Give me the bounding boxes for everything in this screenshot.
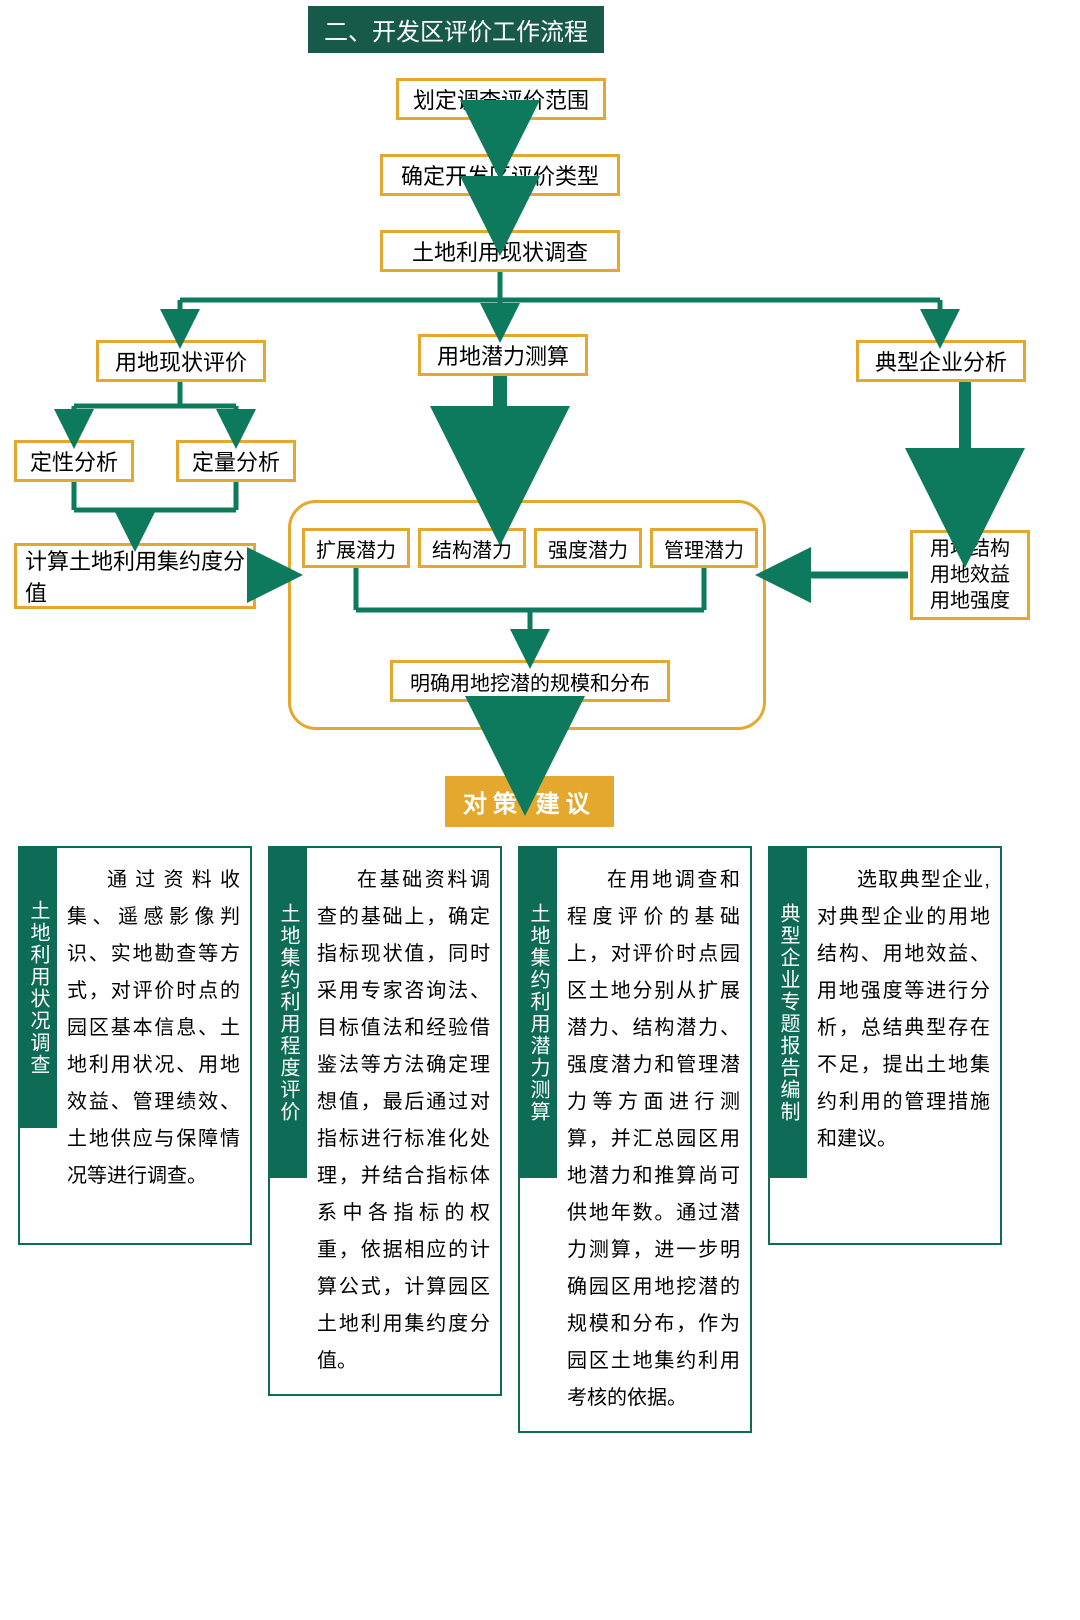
node-potential-calc: 用地潜力测算	[418, 334, 588, 376]
card-body: 通过资料收集、遥感影像判识、实地勘查等方式，对评价时点的园区基本信息、土地利用状…	[57, 848, 250, 1243]
card-potential-calc: 土地集约利用潜力测算 在用地调查和程度评价的基础上，对评价时点园区土地分别从扩展…	[518, 846, 752, 1433]
card-intensity-eval: 土地集约利用程度评价 在基础资料调查的基础上，确定指标现状值，同时采用专家咨询法…	[268, 846, 502, 1396]
node-enterprise-metrics: 用地结构 用地效益 用地强度	[910, 530, 1030, 620]
node-expand-potential: 扩展潜力	[302, 528, 410, 568]
node-manage-potential: 管理潜力	[650, 528, 758, 568]
card-tab: 典型企业专题报告编制	[770, 848, 807, 1178]
card-enterprise-report: 典型企业专题报告编制 选取典型企业,对典型企业的用地结构、用地效益、用地强度等进…	[768, 846, 1002, 1245]
node-status-eval: 用地现状评价	[96, 340, 266, 382]
node-strength-potential: 强度潜力	[534, 528, 642, 568]
card-body: 选取典型企业,对典型企业的用地结构、用地效益、用地强度等进行分析，总结典型存在不…	[807, 848, 1000, 1243]
card-tab: 土地集约利用潜力测算	[520, 848, 557, 1178]
card-body: 在基础资料调查的基础上，确定指标现状值，同时采用专家咨询法、目标值法和经验借鉴法…	[307, 848, 500, 1394]
card-body: 在用地调查和程度评价的基础上，对评价时点园区土地分别从扩展潜力、结构潜力、强度潜…	[557, 848, 750, 1431]
node-enterprise: 典型企业分析	[856, 340, 1026, 382]
node-qualitative: 定性分析	[14, 440, 134, 482]
node-structure-potential: 结构潜力	[418, 528, 526, 568]
section-title: 二、开发区评价工作流程	[308, 6, 604, 53]
node-scope: 划定调查评价范围	[396, 78, 606, 120]
node-intensity-score: 计算土地利用集约度分值	[14, 543, 256, 609]
section-title-text: 二、开发区评价工作流程	[324, 19, 588, 46]
card-survey: 土地利用状况调查 通过资料收集、遥感影像判识、实地勘查等方式，对评价时点的园区基…	[18, 846, 252, 1245]
node-quantitative: 定量分析	[176, 440, 296, 482]
node-type: 确定开发区评价类型	[380, 154, 620, 196]
node-clarify-scale: 明确用地挖潜的规模和分布	[390, 660, 670, 702]
node-survey: 土地利用现状调查	[380, 230, 620, 272]
card-tab: 土地集约利用程度评价	[270, 848, 307, 1178]
card-tab: 土地利用状况调查	[20, 848, 57, 1128]
node-result: 对策 建议	[445, 776, 614, 827]
